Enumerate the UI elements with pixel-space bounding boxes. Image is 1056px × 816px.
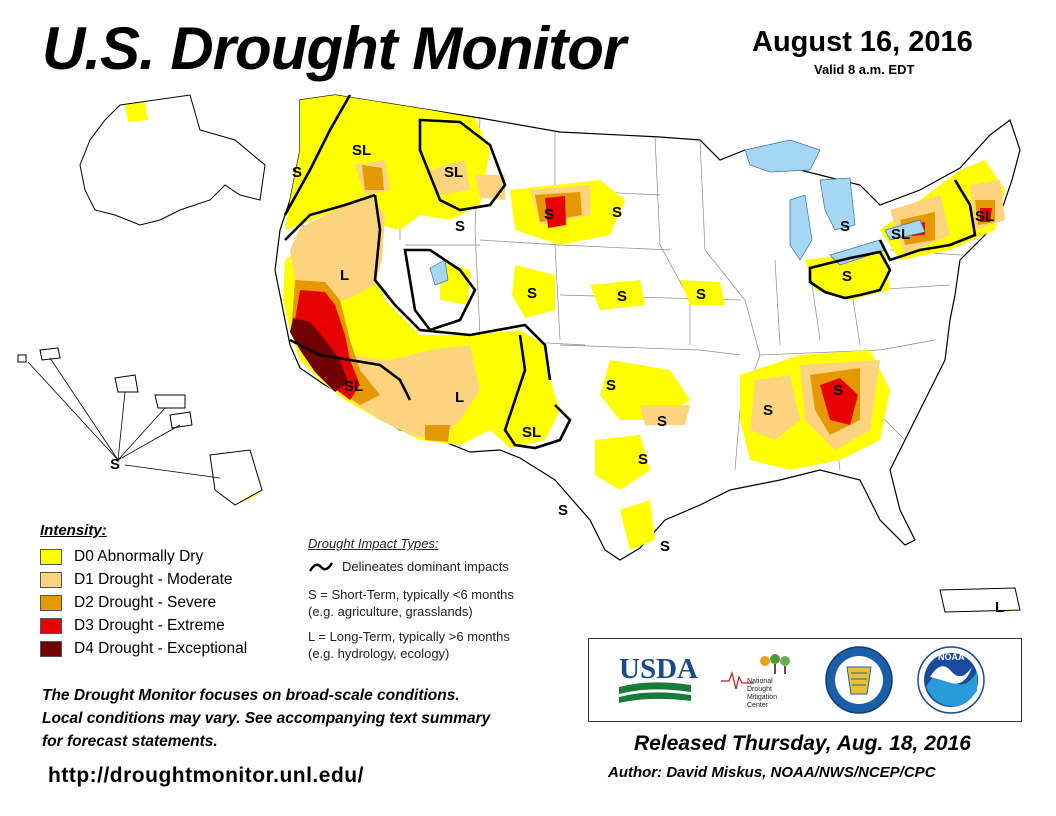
label-s-co: S [527,285,537,302]
label-s-sd: S [544,206,554,223]
label-s-tx: S [638,451,648,468]
label-s-ok2: S [657,413,667,430]
label-sl-ne: SL [975,208,994,225]
label-sl-nm: SL [522,424,541,441]
valid-time: Valid 8 a.m. EDT [814,62,915,77]
short-term-definition: S = Short-Term, typically <6 months [308,587,514,602]
label-sl-ny: SL [891,226,910,243]
label-l-az: L [455,389,464,406]
legend-item-d0: D0 Abnormally Dry [40,545,247,568]
short-term-block: S = Short-Term, typically <6 months (e.g… [308,586,588,620]
legend-item-d1: D1 Drought - Moderate [40,568,247,591]
scale-notice: The Drought Monitor focuses on broad-sca… [42,684,562,753]
puerto-rico-outline [939,587,1021,613]
map-title: U.S. Drought Monitor [42,15,626,82]
long-term-definition: L = Long-Term, typically >6 months [308,629,510,644]
label-s-hi: S [110,456,120,473]
svg-text:Drought: Drought [747,686,772,693]
legend-label-d2: D2 Drought - Severe [74,593,217,611]
notice-line-1: The Drought Monitor focuses on broad-sca… [42,687,460,704]
label-s-tx2: S [558,502,568,519]
legend-label-d4: D4 Drought - Exceptional [74,639,248,657]
legend-swatch-d0 [40,548,62,565]
hawaii-leader-lines [27,357,221,479]
hawaii-islands [17,347,263,506]
label-l-pr: L [995,599,1004,616]
label-s-mo: S [696,286,706,303]
label-s-ks: S [617,288,627,305]
drought-map: S SL SL S S S L S S S S SL SL S SL L S S… [17,94,1021,616]
svg-text:Center: Center [747,702,769,709]
long-term-examples: (e.g. hydrology, ecology) [308,646,450,661]
label-s-ok: S [606,377,616,394]
legend-label-d3: D3 Drought - Extreme [74,616,225,634]
label-s-oh: S [842,268,852,285]
svg-text:USDA: USDA [619,653,698,685]
notice-line-2: Local conditions may vary. See accompany… [42,710,491,727]
ndmc-logo: National Drought Mitigation Center [721,654,790,709]
svg-text:National: National [747,678,773,685]
delineates-row: Delineates dominant impacts [308,559,588,574]
impact-types-legend: Drought Impact Types: Delineates dominan… [308,536,588,670]
label-sl-ca: SL [344,378,363,395]
legend-swatch-d4 [40,640,62,657]
delineates-text: Delineates dominant impacts [342,559,509,574]
label-s-ar: S [763,402,773,419]
legend-item-d2: D2 Drought - Severe [40,591,247,614]
legend-swatch-d1 [40,571,62,588]
notice-line-3: for forecast statements. [42,733,218,750]
short-term-examples: (e.g. agriculture, grasslands) [308,604,473,619]
map-date: August 16, 2016 [752,26,973,58]
alaska-outline [79,94,266,226]
intensity-legend: Intensity: D0 Abnormally Dry D1 Drought … [40,522,247,660]
label-s-tn: S [833,382,843,399]
legend-item-d3: D3 Drought - Extreme [40,614,247,637]
long-term-block: L = Long-Term, typically >6 months (e.g.… [308,628,588,662]
label-s-nd: S [612,204,622,221]
legend-label-d0: D0 Abnormally Dry [74,547,204,565]
impact-types-title: Drought Impact Types: [308,536,439,551]
noaa-logo: NOAA [917,646,985,714]
agency-logos: USDA National Drought Mitigation Center [588,638,1022,722]
release-date: Released Thursday, Aug. 18, 2016 [634,732,971,755]
legend-swatch-d3 [40,617,62,634]
legend-item-d4: D4 Drought - Exceptional [40,637,247,660]
author-credit: Author: David Miskus, NOAA/NWS/NCEP/CPC [608,764,936,781]
commerce-seal [825,646,893,714]
impact-labels: S SL SL S S S L S S S S SL SL S SL L S S… [110,142,1004,616]
svg-text:Mitigation: Mitigation [747,694,777,701]
legend-title: Intensity: [40,522,107,539]
usda-logo: USDA [619,653,698,703]
label-s-tx3: S [660,538,670,555]
label-s-mi: S [840,218,850,235]
logos-svg: USDA National Drought Mitigation Center [619,646,985,714]
label-s-wa: S [292,164,302,181]
impact-line-icon [308,561,334,572]
alaska-d0 [125,102,148,122]
label-s-id: S [455,218,465,235]
svg-text:NOAA: NOAA [938,652,965,662]
impact-lines [283,94,977,450]
label-l-nv: L [340,267,349,284]
legend-swatch-d2 [40,594,62,611]
label-sl-mt: SL [444,164,463,181]
legend-label-d1: D1 Drought - Moderate [74,570,233,588]
label-sl-or: SL [352,142,371,159]
website-link[interactable]: http://droughtmonitor.unl.edu/ [48,764,364,787]
